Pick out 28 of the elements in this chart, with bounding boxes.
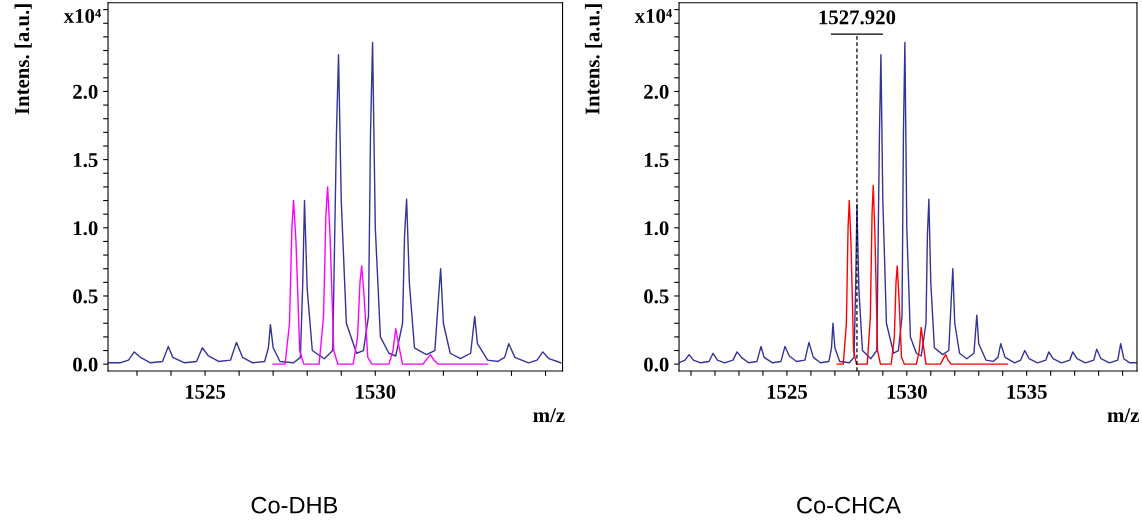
y-tick-label: 1.0 [644,221,669,236]
text: x10⁴ [634,8,672,23]
y-axis-title: Intens. [a.u.] [14,4,32,115]
x-tick-label: 1530 [356,384,396,399]
line-series [108,41,562,364]
y-axis-title: Intens. [a.u.] [584,4,603,115]
x-tick-label: 1525 [185,384,226,399]
y-tick-label: 1.5 [73,153,98,168]
x-axis-title: m/z [533,408,565,423]
text: x10⁴ [63,8,102,23]
y-tick-label: 2.0 [73,84,98,99]
line-series [272,186,489,365]
ref-line-label: 1527.920 [819,10,896,25]
y-tick-label: 1.0 [73,221,98,236]
x-tick-label: 1525 [767,384,807,399]
y-tick-label: 0.0 [73,357,98,372]
y-tick-label: 1.5 [644,153,669,168]
y-tick-label: 0.5 [644,289,669,304]
text: Co-CHCA [797,496,901,514]
y-tick-label: 0.0 [644,357,669,372]
x-tick-label: 1530 [887,384,927,399]
y-tick-label: 2.0 [644,84,669,99]
text: Co-DHB [251,496,338,514]
y-tick-label: 0.5 [73,289,98,304]
line-series [679,41,1137,364]
x-tick-label: 1535 [1007,384,1047,399]
line-series [836,184,1009,365]
x-axis-title: m/z [1107,408,1139,423]
